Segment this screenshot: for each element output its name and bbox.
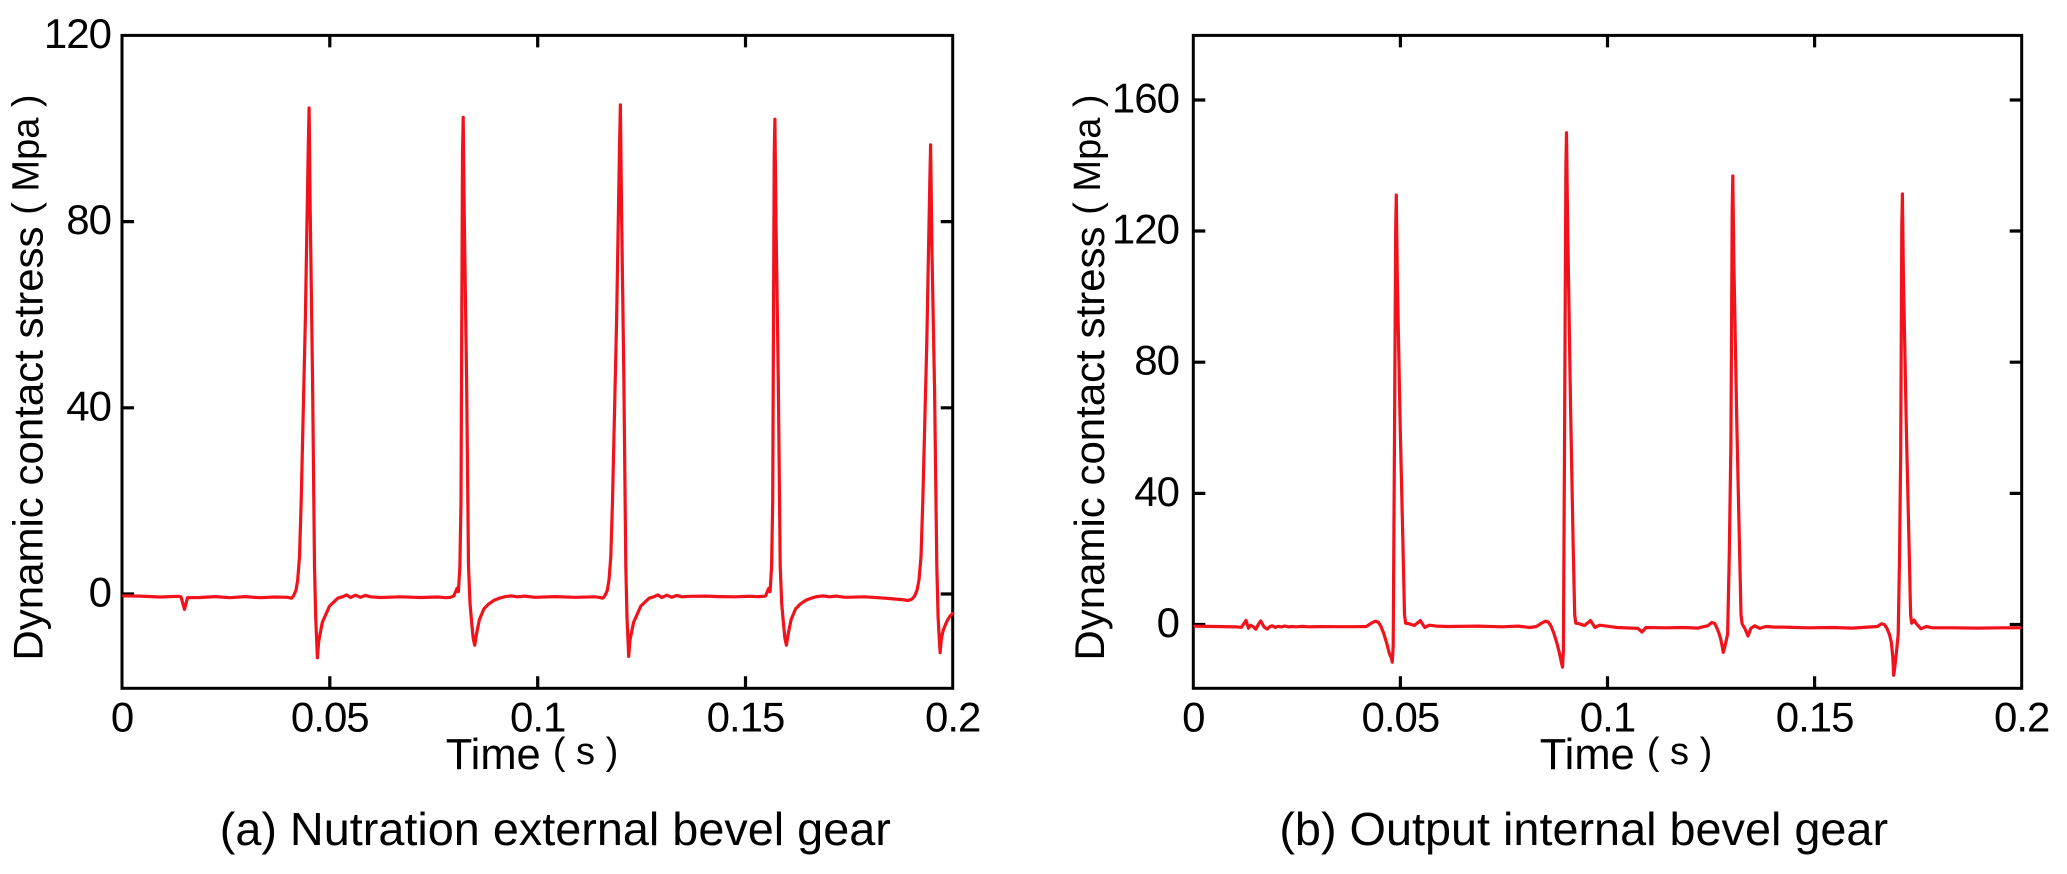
svg-text:80: 80 — [66, 196, 111, 243]
svg-text:160: 160 — [1112, 75, 1179, 122]
svg-text:0.15: 0.15 — [707, 694, 785, 741]
svg-text:0: 0 — [1157, 599, 1179, 646]
svg-text:120: 120 — [44, 10, 111, 57]
svg-text:(a) Nutration external bevel g: (a) Nutration external bevel gear — [220, 803, 891, 855]
svg-text:0.2: 0.2 — [1994, 694, 2049, 741]
svg-text:40: 40 — [66, 382, 111, 429]
svg-text:0.2: 0.2 — [925, 694, 980, 741]
svg-text:80: 80 — [1134, 337, 1179, 384]
svg-text:Dynamic contact stress ( Mpa ): Dynamic contact stress ( Mpa ) — [5, 94, 52, 660]
svg-text:0.05: 0.05 — [1362, 694, 1440, 741]
svg-text:0: 0 — [89, 569, 111, 616]
svg-text:120: 120 — [1112, 206, 1179, 253]
svg-text:40: 40 — [1134, 468, 1179, 515]
svg-text:(b) Output internal bevel gear: (b) Output internal bevel gear — [1279, 803, 1888, 855]
svg-text:0.15: 0.15 — [1776, 694, 1854, 741]
svg-text:0: 0 — [1182, 694, 1204, 741]
svg-text:Time ( s ): Time ( s ) — [1540, 731, 1713, 779]
svg-text:Time ( s ): Time ( s ) — [446, 731, 619, 779]
svg-text:0.05: 0.05 — [291, 694, 369, 741]
svg-text:0.1: 0.1 — [1580, 694, 1635, 741]
svg-text:0: 0 — [111, 694, 133, 741]
svg-text:Dynamic contact stress ( Mpa ): Dynamic contact stress ( Mpa ) — [1066, 94, 1113, 660]
svg-text:0.1: 0.1 — [510, 694, 565, 741]
